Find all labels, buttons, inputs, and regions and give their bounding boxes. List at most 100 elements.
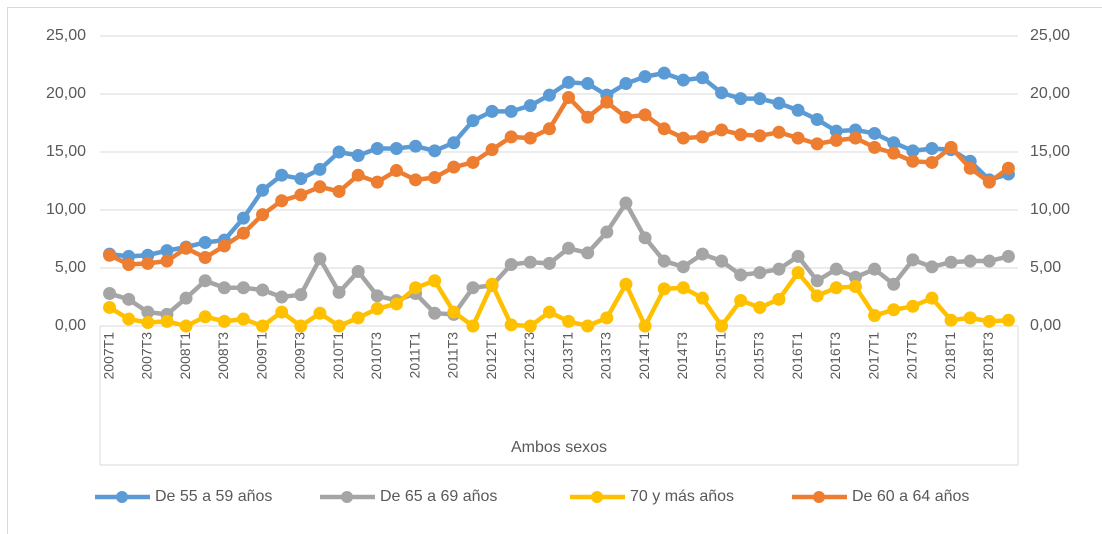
marker bbox=[122, 312, 136, 326]
marker bbox=[409, 139, 423, 153]
marker bbox=[676, 131, 690, 145]
marker bbox=[600, 225, 614, 239]
marker bbox=[848, 131, 862, 145]
marker bbox=[657, 254, 671, 268]
marker bbox=[428, 274, 442, 288]
marker bbox=[791, 131, 805, 145]
x-tick-label: 2014T3 bbox=[674, 332, 690, 380]
marker bbox=[466, 155, 480, 169]
marker bbox=[236, 312, 250, 326]
marker bbox=[389, 164, 403, 178]
marker bbox=[141, 256, 155, 270]
marker bbox=[925, 260, 939, 274]
marker bbox=[504, 318, 518, 332]
y-tick-label: 15,00 bbox=[46, 143, 86, 160]
marker bbox=[523, 255, 537, 269]
legend-marker bbox=[591, 491, 603, 503]
marker bbox=[428, 171, 442, 185]
marker bbox=[887, 146, 901, 160]
marker bbox=[810, 274, 824, 288]
marker bbox=[581, 77, 595, 91]
marker bbox=[351, 264, 365, 278]
marker bbox=[294, 188, 308, 202]
marker bbox=[485, 277, 499, 291]
marker bbox=[676, 73, 690, 87]
marker bbox=[485, 104, 499, 118]
x-tick-label: 2009T3 bbox=[292, 332, 308, 380]
marker bbox=[887, 277, 901, 291]
marker bbox=[504, 104, 518, 118]
y-tick-label: 10,00 bbox=[46, 201, 86, 218]
marker bbox=[753, 92, 767, 106]
y2-tick-label: 25,00 bbox=[1030, 27, 1070, 44]
marker bbox=[332, 184, 346, 198]
marker bbox=[715, 86, 729, 100]
marker bbox=[868, 262, 882, 276]
marker bbox=[982, 314, 996, 328]
x-tick-label: 2007T1 bbox=[100, 332, 116, 380]
x-tick-label: 2018T3 bbox=[980, 332, 996, 380]
marker bbox=[619, 110, 633, 124]
x-tick-label: 2010T3 bbox=[368, 332, 384, 380]
marker bbox=[485, 143, 499, 157]
marker bbox=[428, 144, 442, 158]
marker bbox=[370, 302, 384, 316]
y-tick-label: 5,00 bbox=[55, 259, 86, 276]
marker bbox=[715, 123, 729, 137]
x-tick-label: 2007T3 bbox=[139, 332, 155, 380]
marker bbox=[122, 258, 136, 272]
legend-marker bbox=[813, 491, 825, 503]
y2-tick-label: 0,00 bbox=[1030, 317, 1061, 334]
marker bbox=[351, 148, 365, 162]
marker bbox=[619, 277, 633, 291]
x-tick-label: 2011T3 bbox=[445, 332, 461, 379]
marker bbox=[409, 173, 423, 187]
marker bbox=[772, 125, 786, 139]
marker bbox=[275, 168, 289, 182]
marker bbox=[542, 305, 556, 319]
marker bbox=[715, 254, 729, 268]
x-axis-title: Ambos sexos bbox=[511, 439, 607, 456]
marker bbox=[676, 260, 690, 274]
marker bbox=[657, 122, 671, 136]
marker bbox=[523, 99, 537, 113]
marker bbox=[275, 305, 289, 319]
marker bbox=[332, 145, 346, 159]
marker bbox=[581, 319, 595, 333]
marker bbox=[313, 306, 327, 320]
y2-tick-label: 15,00 bbox=[1030, 143, 1070, 160]
x-tick-label: 2016T1 bbox=[789, 332, 805, 380]
marker bbox=[370, 289, 384, 303]
marker bbox=[963, 311, 977, 325]
marker bbox=[351, 168, 365, 182]
marker bbox=[676, 281, 690, 295]
marker bbox=[217, 281, 231, 295]
marker bbox=[868, 140, 882, 154]
marker bbox=[542, 256, 556, 270]
marker bbox=[734, 128, 748, 142]
marker bbox=[103, 248, 117, 262]
marker bbox=[562, 241, 576, 255]
marker bbox=[791, 266, 805, 280]
marker bbox=[103, 287, 117, 301]
marker bbox=[447, 160, 461, 174]
marker bbox=[868, 126, 882, 140]
y2-tick-label: 10,00 bbox=[1030, 201, 1070, 218]
x-tick-label: 2015T3 bbox=[751, 332, 767, 380]
x-tick-label: 2013T3 bbox=[598, 332, 614, 380]
marker bbox=[810, 137, 824, 151]
x-tick-label: 2016T3 bbox=[827, 332, 843, 380]
y-tick-label: 0,00 bbox=[55, 317, 86, 334]
x-tick-label: 2009T1 bbox=[253, 332, 269, 380]
marker bbox=[810, 289, 824, 303]
marker bbox=[753, 266, 767, 280]
marker bbox=[198, 235, 212, 249]
marker bbox=[791, 103, 805, 117]
x-tick-label: 2017T3 bbox=[904, 332, 920, 380]
marker bbox=[562, 90, 576, 104]
y2-tick-label: 20,00 bbox=[1030, 85, 1070, 102]
marker bbox=[695, 247, 709, 261]
marker bbox=[925, 142, 939, 156]
marker bbox=[256, 319, 270, 333]
marker bbox=[256, 183, 270, 197]
